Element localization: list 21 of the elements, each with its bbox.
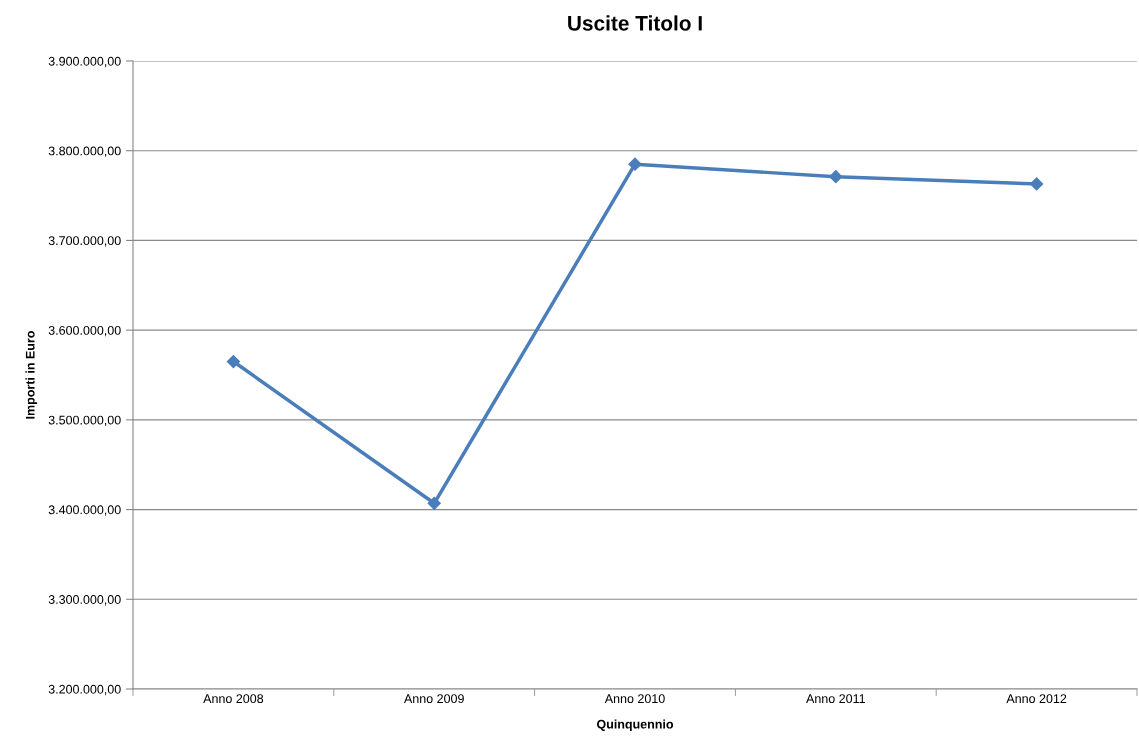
point bbox=[829, 170, 843, 184]
chart-title: Uscite Titolo I bbox=[568, 15, 702, 31]
x-tick-label: Anno 2011 bbox=[806, 694, 865, 704]
x-tick-label: Anno 2009 bbox=[403, 694, 464, 704]
point bbox=[226, 354, 240, 369]
y-axis-title: Importi in Euro bbox=[25, 331, 38, 419]
x-tick-label: Anno 2008 bbox=[203, 694, 264, 704]
x-axis-title: Quinquennio bbox=[596, 719, 674, 732]
x-tick-label: Anno 2012 bbox=[1006, 694, 1067, 704]
y-tick-label: 3.900.000,00 bbox=[48, 56, 121, 68]
y-tick-label: 3.800.000,00 bbox=[48, 146, 121, 157]
y-tick-label: 3.500.000,00 bbox=[48, 415, 121, 426]
point bbox=[427, 496, 441, 510]
point bbox=[1030, 177, 1044, 191]
y-tick-label: 3.400.000,00 bbox=[48, 505, 121, 516]
y-tick-label: 3.200.000,00 bbox=[48, 684, 121, 696]
x-tick-label: Anno 2010 bbox=[604, 694, 665, 704]
y-tick-label: 3.600.000,00 bbox=[48, 325, 121, 337]
y-tick-label: 3.700.000,00 bbox=[48, 236, 121, 247]
point bbox=[628, 157, 642, 171]
y-tick-label: 3.300.000,00 bbox=[48, 595, 121, 606]
